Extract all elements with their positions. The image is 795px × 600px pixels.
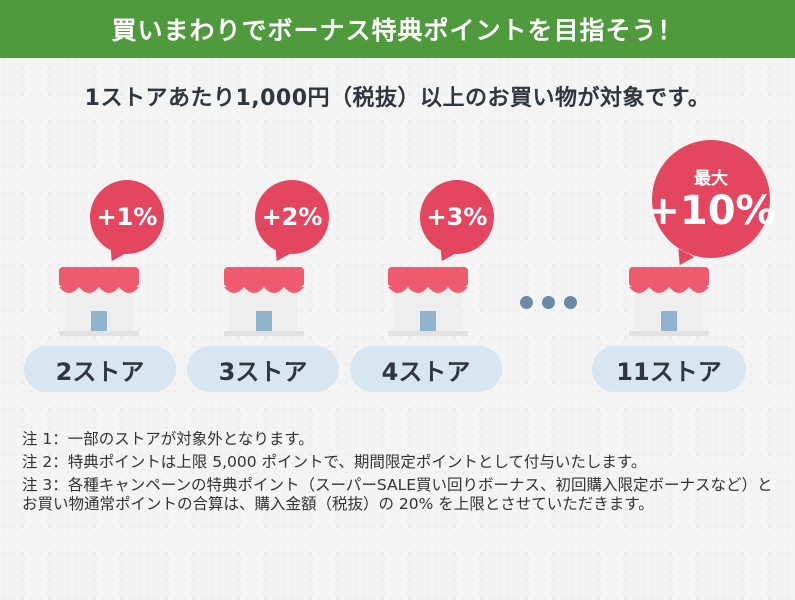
store-count-tier-1: 2ストア bbox=[24, 346, 176, 392]
banner-title: 買いまわりでボーナス特典ポイントを目指そう！ bbox=[111, 16, 684, 45]
notes-section: 注 1：一部のストアが対象外となります。 注 2：特典ポイントは上限 5,000… bbox=[22, 430, 774, 518]
note-3: 注 3：各種キャンペーンの特典ポイント（スーパーSALE買い回りボーナス、初回購… bbox=[22, 476, 773, 513]
bubble-tail bbox=[103, 244, 127, 266]
bonus-value: +1% bbox=[96, 203, 158, 231]
store-count-tier-max: 11ストア bbox=[592, 346, 746, 392]
condition-text: 1ストアあたり1,000円（税抜）以上のお買い物が対象です。 bbox=[84, 86, 711, 111]
store-count-tier-2: 3ストア bbox=[187, 346, 339, 392]
bubble-tail bbox=[433, 244, 457, 266]
store-icon bbox=[59, 267, 139, 336]
store-icon bbox=[388, 267, 468, 336]
ellipsis-icon bbox=[520, 296, 580, 310]
bonus-bubble-tier-max: 最大 +10% bbox=[646, 140, 776, 270]
bonus-bubble-tier-3: +3% bbox=[420, 180, 494, 266]
store-icon bbox=[224, 267, 304, 336]
dot bbox=[542, 296, 555, 309]
dot bbox=[564, 296, 577, 309]
store-count-tier-3: 4ストア bbox=[350, 346, 502, 392]
bonus-bubble-tier-1: +1% bbox=[90, 180, 164, 266]
note-2: 注 2：特典ポイントは上限 5,000 ポイントで、期間限定ポイントとして付与い… bbox=[22, 453, 647, 471]
max-label: 最大 bbox=[694, 169, 728, 189]
bonus-value: +3% bbox=[426, 203, 488, 231]
bonus-value: +2% bbox=[261, 203, 323, 231]
note-1: 注 1：一部のストアが対象外となります。 bbox=[22, 430, 314, 448]
bonus-value: +10% bbox=[646, 188, 776, 234]
dot bbox=[520, 296, 533, 309]
bubble-tail bbox=[268, 244, 292, 266]
bonus-bubble-tier-2: +2% bbox=[255, 180, 329, 266]
header-banner: 買いまわりでボーナス特典ポイントを目指そう！ bbox=[0, 0, 795, 58]
store-icon bbox=[629, 267, 709, 336]
